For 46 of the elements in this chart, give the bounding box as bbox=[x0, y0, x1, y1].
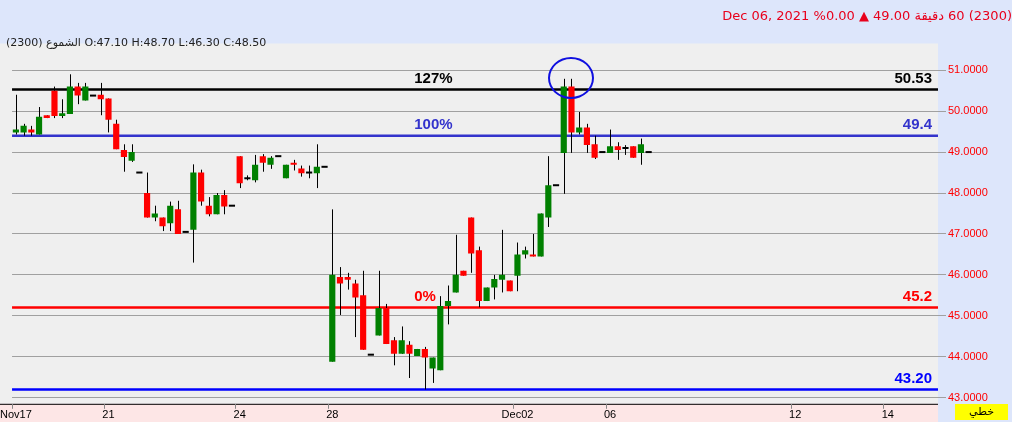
candlestick bbox=[452, 234, 459, 293]
candlestick bbox=[406, 340, 413, 379]
candlestick bbox=[498, 229, 506, 293]
candlestick bbox=[491, 274, 498, 300]
candlestick bbox=[59, 98, 66, 119]
y-tick-label: 44.0000 bbox=[948, 349, 988, 362]
y-tick-label: 49.0000 bbox=[948, 145, 988, 158]
x-tick-label: 14 bbox=[881, 408, 894, 421]
candlestick bbox=[583, 123, 590, 154]
candlestick bbox=[221, 189, 228, 215]
text: خطي bbox=[955, 404, 1008, 420]
chart-title: (2300) 60 دقيقة 49.00 ▲ 0.00% Dec 06, 2021 bbox=[721, 7, 1012, 25]
candlestick bbox=[252, 154, 259, 183]
ref-line-label: 50.53 bbox=[894, 69, 932, 87]
candlestick bbox=[421, 346, 428, 390]
x-tick-label: Nov17 bbox=[0, 408, 32, 421]
annotation: 127% bbox=[414, 69, 453, 87]
x-tick-label: Dec02 bbox=[501, 408, 534, 421]
ref-line-label: 45.2 bbox=[902, 287, 932, 305]
x-tick-label: 28 bbox=[326, 408, 339, 421]
y-tick-label: 51.0000 bbox=[948, 63, 988, 76]
candlestick bbox=[398, 325, 405, 355]
ref-line-label: 49.4 bbox=[902, 115, 933, 133]
candlestick bbox=[444, 285, 452, 325]
candlestick bbox=[120, 143, 128, 173]
y-tick-label: 47.0000 bbox=[948, 226, 988, 239]
x-tick-label: 24 bbox=[233, 408, 246, 421]
candlestick bbox=[390, 336, 398, 366]
ref-line-label: 43.20 bbox=[894, 369, 932, 387]
y-tick-label: 48.0000 bbox=[948, 186, 988, 199]
y-tick-label: 46.0000 bbox=[948, 267, 988, 280]
x-tick-label: 21 bbox=[102, 408, 115, 421]
y-tick-label: 45.0000 bbox=[948, 308, 988, 321]
annotation: 0% bbox=[414, 287, 436, 305]
candlestick bbox=[35, 106, 43, 135]
chart-subtitle: الشموع (2300) O:47.10 H:48.70 L:46.30 C:48.50 bbox=[6, 36, 267, 49]
candlestick bbox=[606, 129, 614, 154]
candlestick bbox=[514, 242, 521, 292]
y-tick-label: 43.0000 bbox=[948, 390, 988, 403]
candlestick bbox=[205, 196, 212, 217]
x-tick-label: 06 bbox=[603, 408, 617, 421]
y-tick-label: 50.0000 bbox=[948, 104, 988, 117]
annotation: 100% bbox=[414, 115, 453, 133]
x-tick-label: 12 bbox=[789, 408, 802, 421]
candlestick bbox=[637, 138, 645, 166]
candlestick bbox=[167, 201, 174, 232]
